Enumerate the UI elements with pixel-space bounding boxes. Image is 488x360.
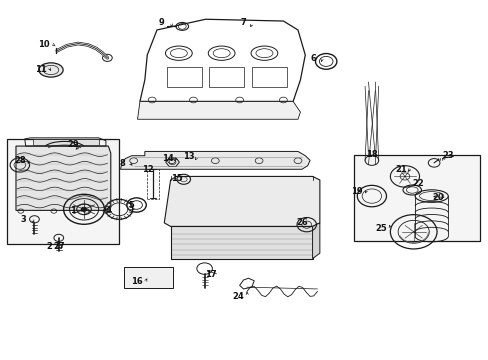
Text: 20: 20: [431, 193, 443, 202]
Text: 24: 24: [232, 292, 244, 301]
Bar: [7, 139, 119, 244]
Polygon shape: [164, 176, 319, 226]
Text: 17: 17: [204, 270, 216, 279]
Bar: [166, 67, 201, 87]
Ellipse shape: [39, 63, 63, 77]
Text: 14: 14: [162, 154, 173, 163]
Bar: [147, 168, 159, 199]
Text: 16: 16: [130, 277, 142, 286]
Text: 13: 13: [183, 152, 194, 161]
Bar: [123, 267, 172, 288]
Bar: [33, 139, 99, 145]
Text: 8: 8: [119, 159, 124, 168]
Text: 22: 22: [412, 179, 424, 188]
Text: 1: 1: [70, 206, 76, 215]
Text: 26: 26: [295, 219, 307, 228]
Text: 15: 15: [171, 174, 183, 183]
Circle shape: [81, 207, 87, 211]
Text: 2: 2: [46, 242, 52, 251]
Text: 4: 4: [105, 206, 111, 215]
Text: 6: 6: [310, 54, 316, 63]
Bar: [353, 155, 479, 241]
Text: 28: 28: [14, 156, 26, 165]
Text: 21: 21: [394, 165, 406, 174]
Polygon shape: [312, 223, 319, 258]
Text: 10: 10: [38, 40, 50, 49]
Polygon shape: [170, 226, 312, 258]
Bar: [252, 67, 287, 87]
Text: 23: 23: [441, 151, 453, 160]
Bar: [209, 67, 244, 87]
Polygon shape: [120, 152, 309, 169]
Text: 19: 19: [351, 187, 363, 196]
Text: 7: 7: [240, 18, 246, 27]
Text: 25: 25: [375, 224, 386, 233]
Polygon shape: [16, 146, 111, 210]
Text: 18: 18: [366, 150, 377, 159]
Text: 9: 9: [159, 18, 164, 27]
Text: 29: 29: [67, 140, 79, 149]
Polygon shape: [137, 102, 300, 119]
Text: 27: 27: [53, 242, 64, 251]
Text: 5: 5: [128, 201, 134, 210]
Text: 12: 12: [142, 165, 154, 174]
Text: 11: 11: [35, 65, 47, 74]
Text: 3: 3: [20, 215, 26, 224]
